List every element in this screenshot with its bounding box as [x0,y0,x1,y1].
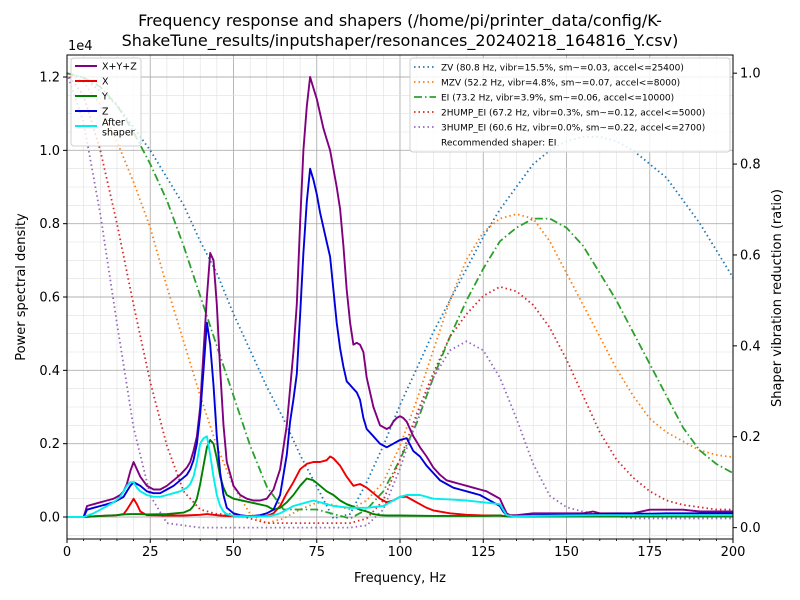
y2-tick-label: 0.6 [740,248,761,263]
recommended-shaper-note: Recommended shaper: EI [441,139,556,149]
x-tick-label: 25 [142,545,159,560]
psd-line-4 [67,435,733,518]
psd-lines-layer [67,76,733,518]
x-tick-label: 200 [721,545,746,560]
x-tick-label: 125 [471,545,496,560]
y-tick-label: 1.0 [39,144,60,159]
x-axis-ticks: 0 25 50 75 100 125 150 175 200 [63,539,746,560]
y2-axis-label: Shaper vibration reduction (ratio) [770,189,785,407]
psd-line-2 [67,439,733,518]
y-tick-label: 0.0 [39,511,60,526]
shaper-line-1 [66,72,734,525]
psd-line-0 [67,76,733,518]
y2-tick-label: 0.8 [740,158,761,173]
y-tick-label: 0.4 [39,364,60,379]
y2-tick-label: 1.0 [740,67,761,82]
psd-legend-label: X+Y+Z [102,62,137,73]
x-tick-label: 75 [308,545,325,560]
shaper-legend-box [409,57,731,153]
x-tick-label: 175 [637,545,662,560]
psd-legend-label: Y [101,92,108,103]
psd-legend-label: Z [102,107,109,118]
y-axis-label: Power spectral density [14,213,29,361]
shaper-legend-label: 2HUMP_EI (67.2 Hz, vibr=0.3%, sm~=0.12, … [441,109,705,119]
y-tick-label: 0.6 [39,291,60,306]
x-tick-label: 100 [388,545,413,560]
chart-title-line-1: Frequency response and shapers (/home/pi… [138,11,662,31]
y2-tick-label: 0.4 [740,339,761,354]
shaper-legend-label: EI (73.2 Hz, vibr=3.9%, sm~=0.06, accel<… [441,94,674,104]
shaper-legend-label: ZV (80.8 Hz, vibr=15.5%, sm~=0.03, accel… [441,64,684,74]
y-tick-label: 1.2 [39,71,60,86]
psd-legend-label: After shaper [102,118,135,139]
x-tick-label: 0 [63,545,71,560]
y-offset-text: 1e4 [68,39,93,54]
shaper-line-3 [66,72,733,524]
y-tick-label: 0.2 [39,437,60,452]
psd-legend-label: X [102,77,109,88]
y-tick-label: 0.8 [39,217,60,232]
y2-axis-ticks: 0.0 0.2 0.4 0.6 0.8 1.0 [733,67,761,536]
chart-title-line-2: ShakeTune_results/inputshaper/resonances… [122,31,679,51]
x-tick-label: 150 [554,545,579,560]
x-axis-label: Frequency, Hz [354,571,446,586]
shaper-legend: ZV (80.8 Hz, vibr=15.5%, sm~=0.03, accel… [409,57,731,153]
y-axis-ticks: 0.0 0.2 0.4 0.6 0.8 1.0 1.2 [39,71,67,526]
shaper-legend-label: MZV (52.2 Hz, vibr=4.8%, sm~=0.07, accel… [441,79,680,89]
shaper-legend-label: 3HUMP_EI (60.6 Hz, vibr=0.0%, sm~=0.22, … [441,124,705,134]
x-tick-label: 50 [225,545,242,560]
y2-tick-label: 0.0 [740,521,761,536]
y2-tick-label: 0.2 [740,430,761,445]
